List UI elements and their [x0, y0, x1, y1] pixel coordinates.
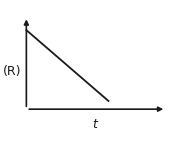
Text: (R): (R) [3, 64, 22, 78]
Text: t: t [92, 118, 97, 131]
